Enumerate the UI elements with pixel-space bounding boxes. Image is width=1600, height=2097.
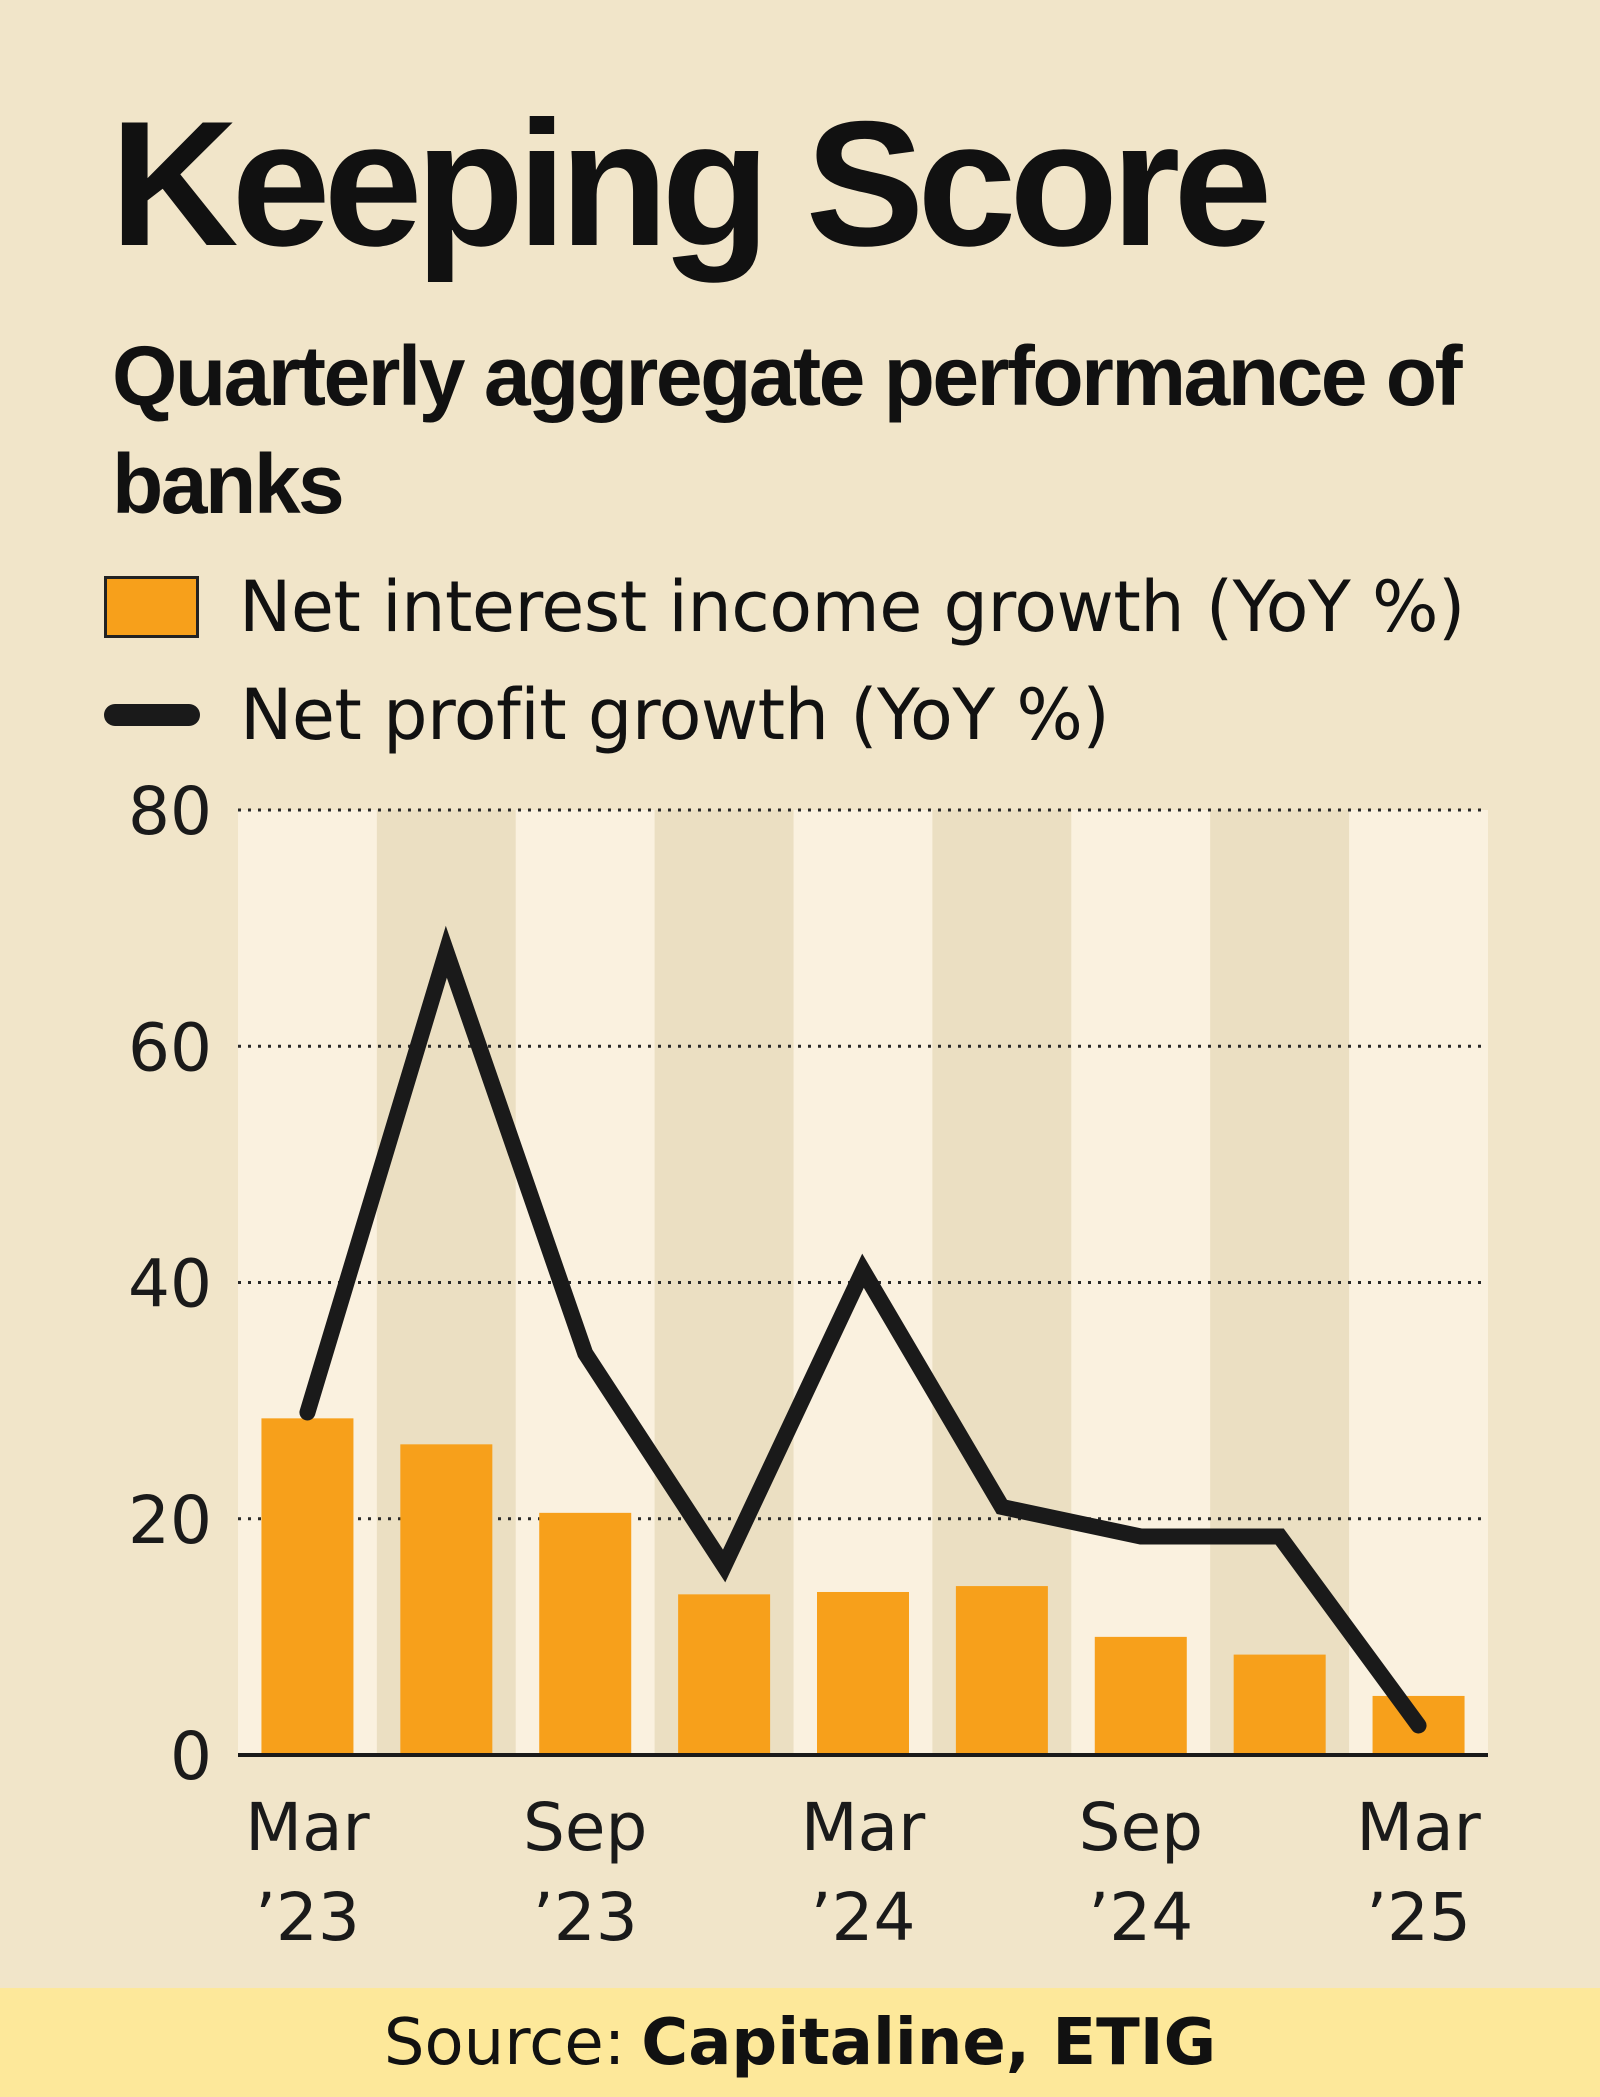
nii-bar bbox=[1233, 1654, 1326, 1755]
legend-line-label: Net profit growth (YoY %) bbox=[240, 674, 1110, 756]
legend-bar-label: Net interest income growth (YoY %) bbox=[239, 566, 1465, 648]
nii-bar bbox=[539, 1512, 632, 1755]
net-profit-line bbox=[299, 925, 1427, 1734]
legend-item-nii: Net interest income growth (YoY %) bbox=[104, 562, 1465, 652]
chart: 0 20 40 60 80 Mar ’23 Sep ’23 Mar ’24 Sep ’24 Mar ’25 bbox=[128, 773, 1488, 1956]
x-tick-label-month: Mar bbox=[245, 1789, 370, 1866]
legend-item-net-profit: Net profit growth (YoY %) bbox=[104, 670, 1110, 760]
x-tick-label-month: Mar bbox=[1356, 1789, 1481, 1866]
source-footer: Source: Capitaline, ETIG bbox=[0, 1988, 1600, 2097]
nii-bar bbox=[400, 1444, 493, 1755]
bar-series bbox=[261, 1418, 1465, 1755]
nii-bar bbox=[817, 1591, 909, 1755]
chart-subtitle: Quarterly aggregate performance of banks bbox=[112, 329, 1463, 531]
x-tick-label-year: ’23 bbox=[255, 1879, 360, 1956]
nii-bar bbox=[261, 1418, 354, 1755]
x-axis-ticks: Mar ’23 Sep ’23 Mar ’24 Sep ’24 Mar ’25 bbox=[245, 1789, 1481, 1956]
y-tick-label: 40 bbox=[128, 1246, 212, 1323]
source-label: Source: bbox=[383, 2005, 626, 2080]
y-axis-ticks: 0 20 40 60 80 bbox=[128, 773, 212, 1795]
legend-line-swatch bbox=[104, 704, 200, 726]
y-tick-label: 20 bbox=[128, 1482, 212, 1559]
y-tick-label: 0 bbox=[170, 1718, 212, 1795]
source-value: Capitaline, ETIG bbox=[641, 2005, 1217, 2080]
x-tick-label-month: Sep bbox=[523, 1789, 647, 1866]
x-tick-label-month: Mar bbox=[801, 1789, 926, 1866]
x-tick-label-year: ’24 bbox=[1088, 1879, 1193, 1956]
legend-bar-swatch bbox=[104, 576, 199, 638]
x-tick-label-year: ’25 bbox=[1366, 1879, 1471, 1956]
x-tick-label-year: ’23 bbox=[533, 1879, 638, 1956]
y-tick-label: 80 bbox=[128, 773, 212, 850]
chart-title: Keeping Score bbox=[110, 84, 1272, 283]
nii-bar bbox=[1094, 1636, 1187, 1755]
nii-bar bbox=[678, 1594, 771, 1755]
nii-bar bbox=[955, 1586, 1048, 1755]
x-tick-label-month: Sep bbox=[1079, 1789, 1203, 1866]
gridlines bbox=[238, 808, 1488, 1521]
x-tick-label-year: ’24 bbox=[811, 1879, 916, 1956]
y-tick-label: 60 bbox=[128, 1009, 212, 1086]
